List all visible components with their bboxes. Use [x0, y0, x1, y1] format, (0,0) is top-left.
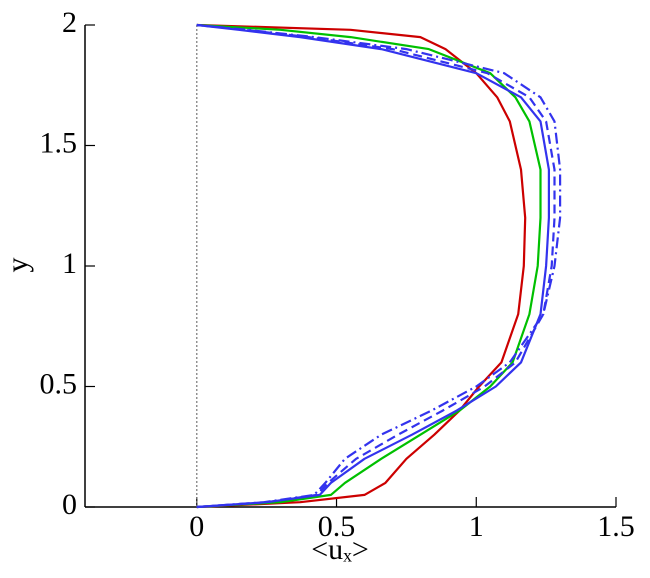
- profile-line: [196, 23, 542, 509]
- x-tick-label: 0.5: [318, 510, 356, 543]
- profile-line: [196, 23, 556, 509]
- y-tick-label: 0.5: [40, 367, 78, 400]
- y-tick-label: 0: [62, 488, 77, 521]
- profile-line: [196, 23, 550, 509]
- profile-line: [196, 23, 527, 509]
- profile-line: [196, 23, 562, 509]
- y-tick-label: 1: [62, 247, 77, 280]
- x-tick-label: 1: [469, 510, 484, 543]
- y-tick-label: 2: [62, 6, 77, 39]
- x-tick-label: 1.5: [597, 510, 635, 543]
- x-tick-label: 0: [189, 510, 204, 543]
- y-tick-label: 1.5: [40, 126, 78, 159]
- x-axis-label: <uₓ>: [311, 533, 369, 566]
- y-axis-label: y: [1, 258, 34, 273]
